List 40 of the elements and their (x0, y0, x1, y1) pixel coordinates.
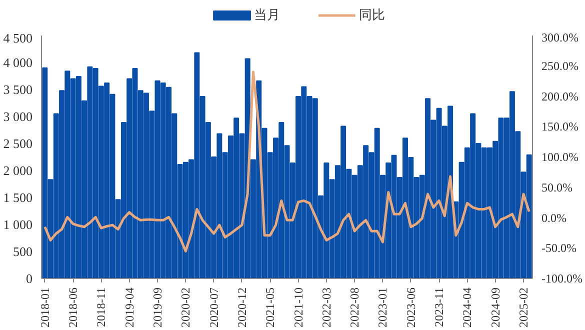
x-tick-label: 2021-10 (291, 287, 306, 328)
y-tick-label: 4 000 (3, 55, 32, 70)
y-tick-label: 3 500 (3, 82, 32, 97)
y-tick-label: 500 (13, 244, 32, 259)
y-tick-label: 3 000 (3, 109, 32, 124)
y2-tick-label: -50.0% (542, 241, 576, 256)
x-tick-label: 2024-04 (460, 287, 474, 328)
y-tick-label: 0 (26, 271, 32, 286)
x-tick-label: 2023-01 (376, 287, 390, 328)
x-tick-label: 2019-09 (150, 287, 164, 328)
x-tick-label: 2025-02 (516, 287, 530, 328)
x-tick-label: 2024-09 (488, 287, 502, 328)
y2-tick-label: 250.0% (542, 58, 578, 73)
y2-tick-label: 50.0% (542, 180, 572, 194)
x-tick-label: 2019-04 (122, 287, 136, 328)
x-tick-label: 2020-02 (178, 287, 193, 328)
x-tick-label: 2020-12 (234, 287, 249, 328)
y2-tick-label: -100.0% (542, 272, 582, 286)
x-tick-label: 2023-06 (404, 287, 418, 328)
x-tick-label: 2023-11 (432, 287, 446, 328)
y2-tick-label: 100.0% (542, 150, 578, 164)
x-tick-label: 2020-07 (206, 287, 221, 328)
x-tick-label: 2018-06 (66, 287, 80, 328)
y2-tick-label: 0.0% (542, 210, 566, 225)
x-tick-label: 2018-01 (38, 287, 52, 328)
y2-tick-label: 300.0% (542, 30, 578, 44)
x-tick-label: 2021-05 (263, 287, 278, 328)
y-tick-label: 2 500 (3, 136, 32, 151)
y-tick-label: 1 500 (3, 190, 32, 205)
y2-tick-label: 200.0% (542, 89, 578, 104)
y-tick-label: 1 000 (3, 217, 32, 232)
y-tick-label: 2 000 (3, 163, 32, 178)
x-tick-label: 2018-11 (94, 287, 108, 328)
x-tick-label: 2022-08 (348, 287, 362, 328)
legend-label: 当月 (254, 8, 280, 23)
y-tick-label: 4 500 (3, 30, 32, 46)
y2-tick-label: 150.0% (542, 120, 578, 134)
legend-label: 同比 (358, 8, 385, 23)
x-tick-label: 2022-03 (319, 287, 334, 328)
line-series (44, 70, 530, 252)
